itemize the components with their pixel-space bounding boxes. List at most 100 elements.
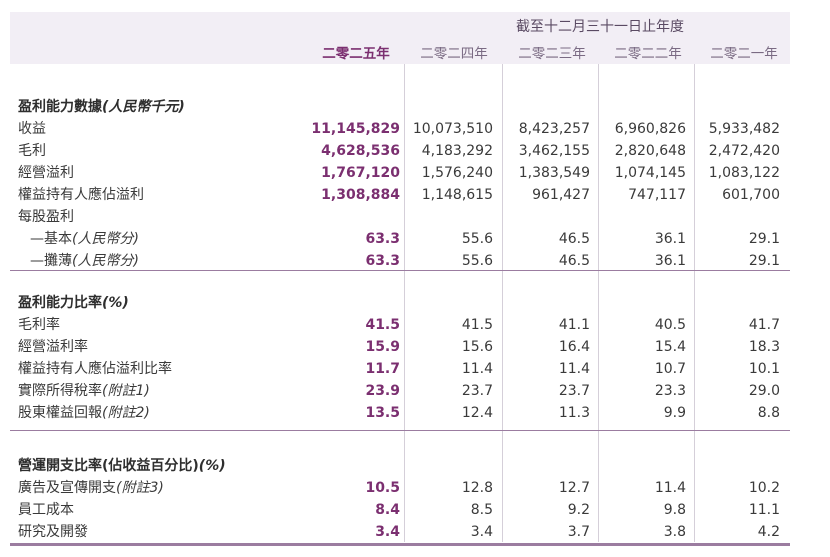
section-title-unit: (%) bbox=[198, 458, 226, 474]
table-cell: 8.4 bbox=[375, 502, 400, 518]
table-cell: 29.1 bbox=[748, 231, 780, 247]
table-cell: 4,183,292 bbox=[421, 143, 493, 159]
row-label: 經營溢利 bbox=[18, 162, 74, 184]
table-cell: 11.1 bbox=[748, 502, 780, 518]
table-cell: 9.8 bbox=[663, 502, 686, 518]
table-cell: 747,117 bbox=[628, 187, 686, 203]
table-cell: 15.6 bbox=[461, 339, 493, 355]
row-label-note: (附註3) bbox=[116, 480, 164, 496]
table-cell: 2,472,420 bbox=[708, 143, 780, 159]
section-title-row: 盈利能力比率(%) bbox=[0, 292, 830, 314]
table-cell: 11.4 bbox=[654, 480, 686, 496]
table-cell: 3,462,155 bbox=[518, 143, 590, 159]
table-cell: 15.4 bbox=[654, 339, 686, 355]
table-cell: 1,074,145 bbox=[614, 165, 686, 181]
table-cell: 1,083,122 bbox=[708, 165, 780, 181]
table-cell: 29.0 bbox=[748, 383, 780, 399]
table-cell: 16.4 bbox=[558, 339, 590, 355]
column-header-2021: 二零二一年 bbox=[710, 46, 778, 62]
row-label-note: (人民幣分) bbox=[72, 231, 139, 247]
table-cell: 36.1 bbox=[654, 231, 686, 247]
section-title-unit: (人民幣千元) bbox=[102, 99, 185, 115]
table-cell: 23.3 bbox=[654, 383, 686, 399]
row-label-text: 股東權益回報 bbox=[18, 405, 102, 421]
row-label: 股東權益回報(附註2) bbox=[18, 402, 150, 424]
table-cell: 18.3 bbox=[748, 339, 780, 355]
row-label-text: 經營溢利 bbox=[18, 165, 74, 181]
table-cell: 11,145,829 bbox=[311, 121, 400, 137]
column-divider bbox=[598, 64, 599, 542]
column-divider bbox=[404, 64, 405, 542]
table-cell: 8.5 bbox=[470, 502, 493, 518]
column-header-2023: 二零二三年 bbox=[518, 46, 586, 62]
table-cell: 40.5 bbox=[654, 317, 686, 333]
row-label-note: (人民幣分) bbox=[72, 253, 139, 269]
table-cell: 1,308,884 bbox=[321, 187, 400, 203]
table-row: 經營溢利 1,767,120 1,576,240 1,383,549 1,074,145… bbox=[0, 162, 830, 184]
table-cell: 11.4 bbox=[461, 361, 493, 377]
table-row: 權益持有人應佔溢利比率 11.7 11.4 11.4 10.7 10.1 bbox=[0, 358, 830, 380]
table-cell: 5,933,482 bbox=[708, 121, 780, 137]
section-title-row: 盈利能力數據(人民幣千元) bbox=[0, 96, 830, 118]
row-label-text: 研究及開發 bbox=[18, 524, 88, 540]
table-cell: 12.4 bbox=[461, 405, 493, 421]
table-row: 員工成本 8.4 8.5 9.2 9.8 11.1 bbox=[0, 499, 830, 521]
row-label-note: (附註1) bbox=[102, 383, 150, 399]
table-cell: 9.2 bbox=[567, 502, 590, 518]
section-title: 盈利能力數據(人民幣千元) bbox=[18, 96, 185, 118]
table-cell: 23.9 bbox=[365, 383, 400, 399]
row-label-text: 廣告及宣傳開支 bbox=[18, 480, 116, 496]
table-cell: 3.8 bbox=[663, 524, 686, 540]
table-cell: 1,767,120 bbox=[321, 165, 400, 181]
table-cell: 10.1 bbox=[748, 361, 780, 377]
table-cell: 10.5 bbox=[365, 480, 400, 496]
table-cell: 4,628,536 bbox=[321, 143, 400, 159]
row-label-text: 權益持有人應佔溢利比率 bbox=[18, 361, 172, 377]
table-cell: 3.7 bbox=[567, 524, 590, 540]
table-bottom-rule bbox=[10, 543, 790, 546]
table-cell: 55.6 bbox=[461, 253, 493, 269]
row-label: —基本(人民幣分) bbox=[30, 228, 139, 250]
table-row: 收益 11,145,829 10,073,510 8,423,257 6,960,826… bbox=[0, 118, 830, 140]
table-cell: 601,700 bbox=[722, 187, 780, 203]
table-row: 廣告及宣傳開支(附註3) 10.5 12.8 12.7 11.4 10.2 bbox=[0, 477, 830, 499]
column-divider bbox=[694, 64, 695, 542]
table-cell: 9.9 bbox=[663, 405, 686, 421]
row-label: 每股盈利 bbox=[18, 206, 74, 228]
row-label-text: 實際所得稅率 bbox=[18, 383, 102, 399]
table-header-band bbox=[10, 12, 790, 64]
table-row: 每股盈利 bbox=[0, 206, 830, 228]
section-title-row: 營運開支比率(佔收益百分比)(%) bbox=[0, 455, 830, 477]
table-cell: 3.4 bbox=[375, 524, 400, 540]
table-row: 研究及開發 3.4 3.4 3.7 3.8 4.2 bbox=[0, 521, 830, 543]
column-header-2024: 二零二四年 bbox=[420, 46, 488, 62]
table-cell: 12.7 bbox=[558, 480, 590, 496]
table-row: 毛利率 41.5 41.5 41.1 40.5 41.7 bbox=[0, 314, 830, 336]
row-label: 廣告及宣傳開支(附註3) bbox=[18, 477, 164, 499]
table-cell: 1,148,615 bbox=[421, 187, 493, 203]
table-row: 股東權益回報(附註2) 13.5 12.4 11.3 9.9 8.8 bbox=[0, 402, 830, 424]
row-label-text: 權益持有人應佔溢利 bbox=[18, 187, 144, 203]
row-label: 毛利率 bbox=[18, 314, 60, 336]
row-label-note: (附註2) bbox=[102, 405, 150, 421]
table-cell: 8,423,257 bbox=[518, 121, 590, 137]
table-cell: 4.2 bbox=[757, 524, 780, 540]
row-label-text: 毛利 bbox=[18, 143, 46, 159]
section-title-unit: (%) bbox=[102, 295, 129, 311]
period-group-title: 截至十二月三十一日止年度 bbox=[516, 19, 684, 35]
table-cell: 10.7 bbox=[654, 361, 686, 377]
table-cell: 961,427 bbox=[532, 187, 590, 203]
row-label: 經營溢利率 bbox=[18, 336, 88, 358]
section-title: 盈利能力比率(%) bbox=[18, 292, 129, 314]
table-cell: 11.3 bbox=[558, 405, 590, 421]
row-label-text: —攤薄 bbox=[30, 253, 72, 269]
table-cell: 2,820,648 bbox=[614, 143, 686, 159]
table-cell: 1,576,240 bbox=[421, 165, 493, 181]
table-cell: 15.9 bbox=[365, 339, 400, 355]
row-label: 實際所得稅率(附註1) bbox=[18, 380, 150, 402]
table-cell: 13.5 bbox=[365, 405, 400, 421]
row-label-text: —基本 bbox=[30, 231, 72, 247]
table-cell: 29.1 bbox=[748, 253, 780, 269]
table-cell: 10.2 bbox=[748, 480, 780, 496]
row-label: 員工成本 bbox=[18, 499, 74, 521]
